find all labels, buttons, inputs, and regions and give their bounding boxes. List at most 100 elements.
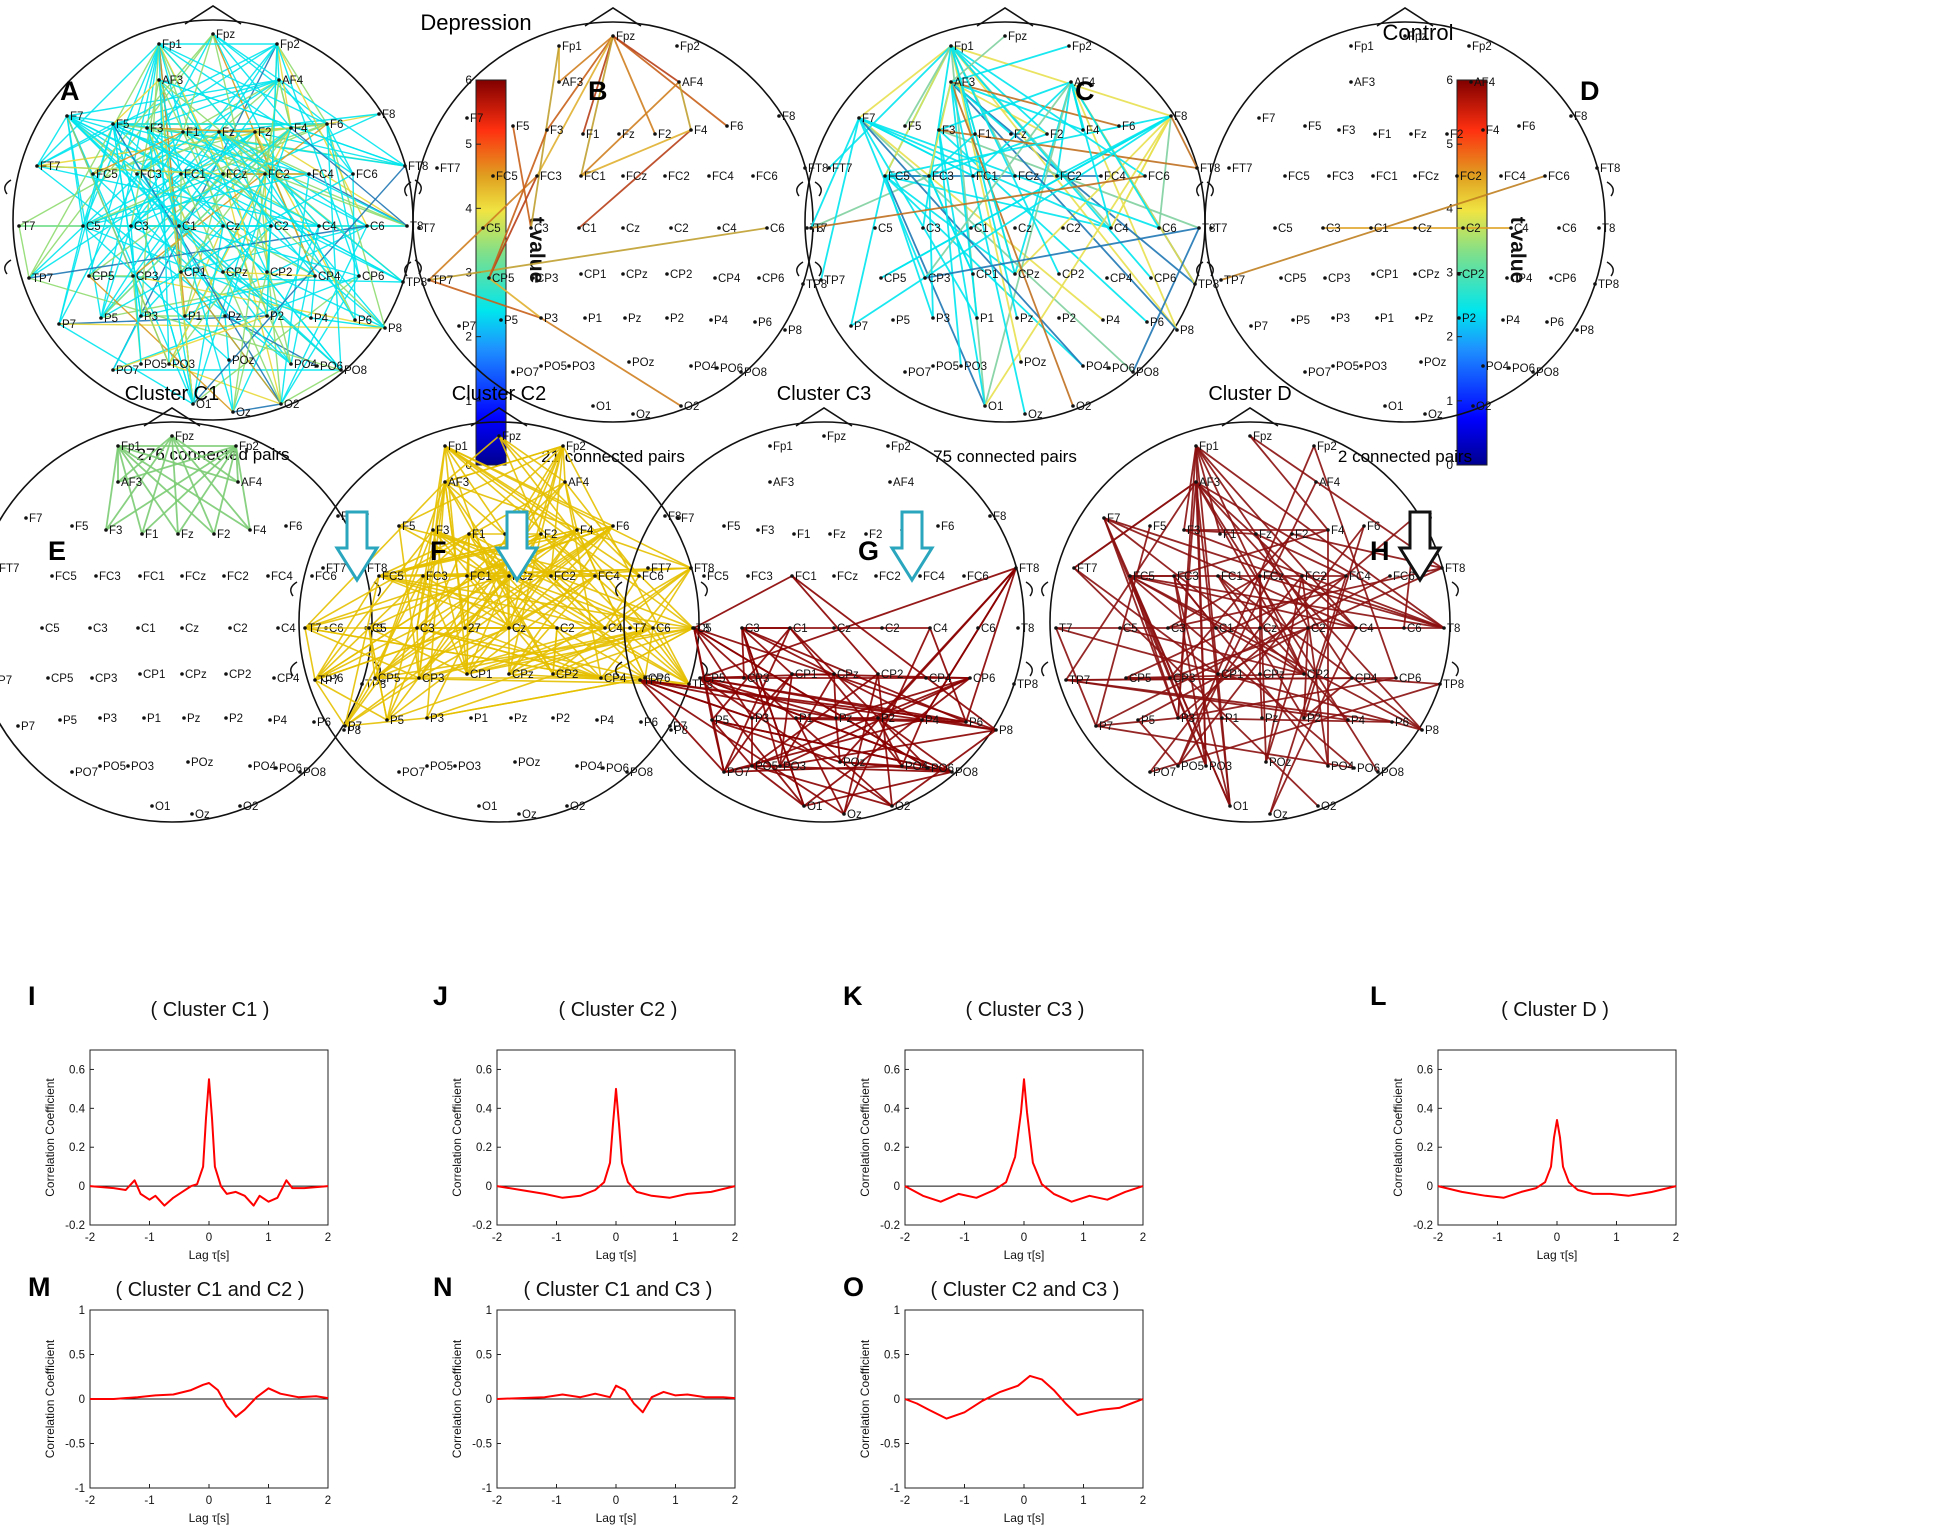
electrode-dot: [360, 682, 364, 686]
electrode-label-o1: O1: [1233, 801, 1248, 813]
connection-line: [112, 123, 224, 227]
electrode-dot: [874, 574, 878, 578]
connection-line: [28, 131, 184, 279]
connection-line: [112, 123, 404, 283]
x-tick-label: 1: [1080, 1232, 1086, 1244]
electrode-dot: [50, 574, 54, 578]
electrode-label-cp4: CP4: [318, 271, 341, 283]
connection-line: [693, 627, 929, 769]
electrode-label-f1: F1: [145, 529, 158, 541]
electrode-dot: [1128, 574, 1132, 578]
connection-line: [232, 79, 280, 413]
correlation-curve: [1437, 1119, 1677, 1199]
connection-line: [562, 445, 690, 685]
electrode-label-af3: AF3: [162, 75, 183, 87]
electrode-dot: [377, 112, 381, 116]
x-tick-label: -2: [900, 1495, 910, 1507]
electrode-dot: [1249, 324, 1253, 328]
electrode-label-oz: Oz: [1428, 409, 1443, 421]
y-tick-label: 0.4: [1417, 1103, 1434, 1115]
electrode-label-af3: AF3: [1354, 77, 1375, 89]
electrode-label-fpz: Fpz: [1408, 31, 1427, 43]
electrode-label-fc3: FC3: [99, 571, 121, 583]
electrode-dot: [140, 532, 144, 536]
electrode-label-oz: Oz: [195, 809, 210, 821]
electrode-label-f2: F2: [1450, 129, 1463, 141]
connection-line: [66, 115, 404, 283]
electrode-dot: [507, 574, 511, 578]
electrode-label-cp1: CP1: [584, 269, 606, 281]
electrode-dot: [157, 78, 161, 82]
x-tick-label: 0: [613, 1232, 619, 1244]
connection-line: [984, 115, 1172, 407]
connection-line: [1177, 677, 1397, 719]
electrode-dot: [713, 276, 717, 280]
connection-line: [158, 79, 406, 167]
electrode-label-cpz: CPz: [1263, 669, 1285, 681]
electrode-dot: [1016, 626, 1020, 630]
electrode-label-cp5: CP5: [1129, 673, 1151, 685]
electrode-dot: [621, 174, 625, 178]
electrode-label-f4: F4: [253, 525, 267, 537]
y-axis-label: Correlation Coefficient: [450, 1339, 464, 1458]
electrode-dot: [567, 364, 571, 368]
electrode-label-cp6: CP6: [362, 271, 384, 283]
electrode-label-af3: AF3: [773, 477, 794, 489]
electrode-label-o1: O1: [596, 401, 611, 413]
electrode-dot: [27, 276, 31, 280]
connection-line: [938, 81, 1072, 131]
electrode-dot: [167, 362, 171, 366]
electrode-dot: [1057, 316, 1061, 320]
electrode-label-c5: C5: [1278, 223, 1293, 235]
cluster-title: Cluster C1: [125, 383, 219, 405]
connection-line: [344, 677, 420, 727]
electrode-dot: [555, 626, 559, 630]
electrode-label-f3: F3: [550, 125, 563, 137]
panel-letter-f: F: [430, 536, 447, 566]
electrode-label-po6: PO6: [1112, 363, 1135, 375]
electrode-label-f1: F1: [586, 129, 599, 141]
plot-panel-letter: I: [28, 981, 36, 1011]
head-panel-e: Fp1FpzFp2AF3AF4F8F6F4F2FzF1F3F5F7FT7FC5F…: [0, 383, 387, 823]
connection-line: [1070, 81, 1160, 229]
electrode-label-fc1: FC1: [1376, 171, 1398, 183]
electrode-label-c1: C1: [793, 623, 808, 635]
electrode-label-cp4: CP4: [1355, 673, 1378, 685]
electrode-dot: [1423, 412, 1427, 416]
electrode-label-af4: AF4: [241, 477, 263, 489]
connection-line: [280, 369, 342, 405]
connection-line: [884, 175, 1084, 367]
electrode-label-cz: Cz: [626, 223, 640, 235]
electrode-label-fcz: FCz: [185, 571, 206, 583]
ear-right-lower: [1606, 261, 1614, 277]
connection-line: [1103, 517, 1207, 767]
connection-line: [723, 673, 793, 773]
electrode-label-p2: P2: [670, 313, 684, 325]
connection-line: [112, 79, 160, 125]
electrode-label-po4: PO4: [905, 761, 929, 773]
electrode-dot: [669, 226, 673, 230]
electrode-dot: [180, 574, 184, 578]
electrode-dot: [1415, 316, 1419, 320]
ear-left-lower: [290, 661, 298, 677]
electrode-label-c1: 27: [468, 623, 481, 635]
electrode-label-t7: T7: [422, 223, 435, 235]
electrode-label-f5: F5: [75, 521, 88, 533]
electrode-dot: [1290, 532, 1294, 536]
connection-line: [604, 567, 692, 629]
electrode-label-po4: PO4: [253, 761, 277, 773]
connection-line: [314, 679, 388, 721]
electrodes: Fp1FpzFp2AF3AF4F8F6F4F2FzF1F3F5F7FT7FC5F…: [1054, 431, 1465, 821]
electrode-dot: [1209, 226, 1213, 230]
electrode-label-fc3: FC3: [1177, 571, 1199, 583]
electrode-dot: [1094, 724, 1098, 728]
electrode-label-t7: T7: [814, 223, 827, 235]
electrode-label-f7: F7: [1107, 513, 1120, 525]
electrode-label-tp7: TP7: [432, 275, 453, 287]
electrode-dot: [236, 480, 240, 484]
electrode-dot: [663, 514, 667, 518]
electrode-label-fc3: FC3: [932, 171, 954, 183]
connection-line: [428, 227, 768, 281]
connection-line: [466, 627, 606, 675]
